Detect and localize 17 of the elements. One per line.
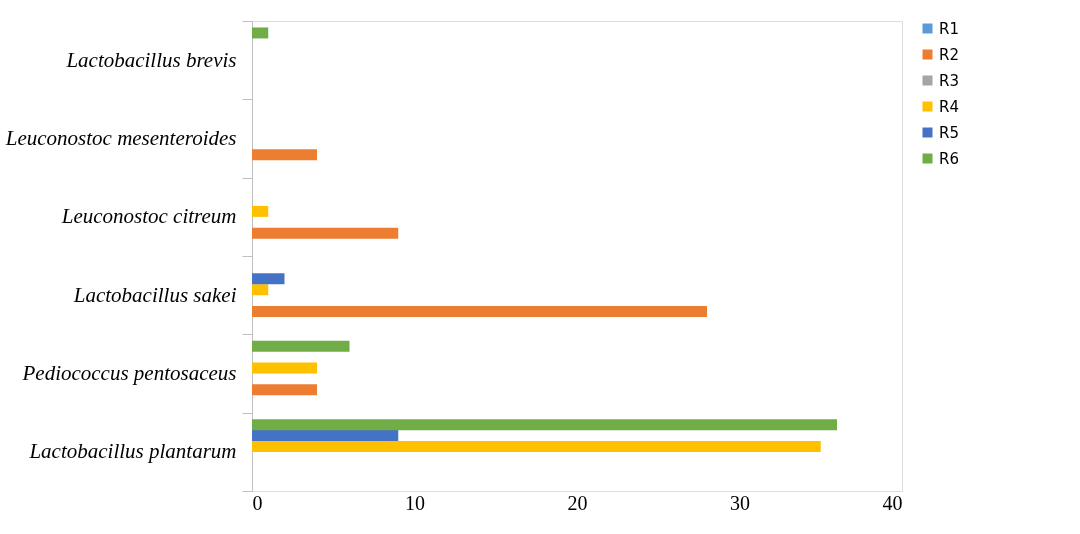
y-tick-label: Lactobacillus sakei [72, 282, 237, 307]
y-tick-label: Leuconostoc citreum [60, 204, 237, 229]
legend-label: R3 [939, 71, 959, 90]
y-tick-label: Pediococcus pentosaceus [21, 361, 237, 385]
y-tick-label: Lactobacillus plantarum [28, 439, 237, 464]
legend-label: R6 [939, 149, 959, 168]
x-tick-label: 30 [730, 491, 750, 514]
x-tick-label: 0 [252, 491, 263, 514]
x-tick-label: 20 [567, 491, 588, 514]
y-tick-label: Lactobacillus brevis [65, 47, 237, 72]
legend-label: R2 [939, 45, 959, 64]
legend-label: R5 [939, 123, 959, 142]
y-tick-label: Leuconostoc mesenteroides [4, 126, 237, 150]
legend-label: R4 [939, 97, 959, 116]
x-tick-label: 10 [405, 491, 425, 514]
legend-label: R1 [939, 19, 959, 38]
x-tick-label: 40 [882, 491, 903, 514]
